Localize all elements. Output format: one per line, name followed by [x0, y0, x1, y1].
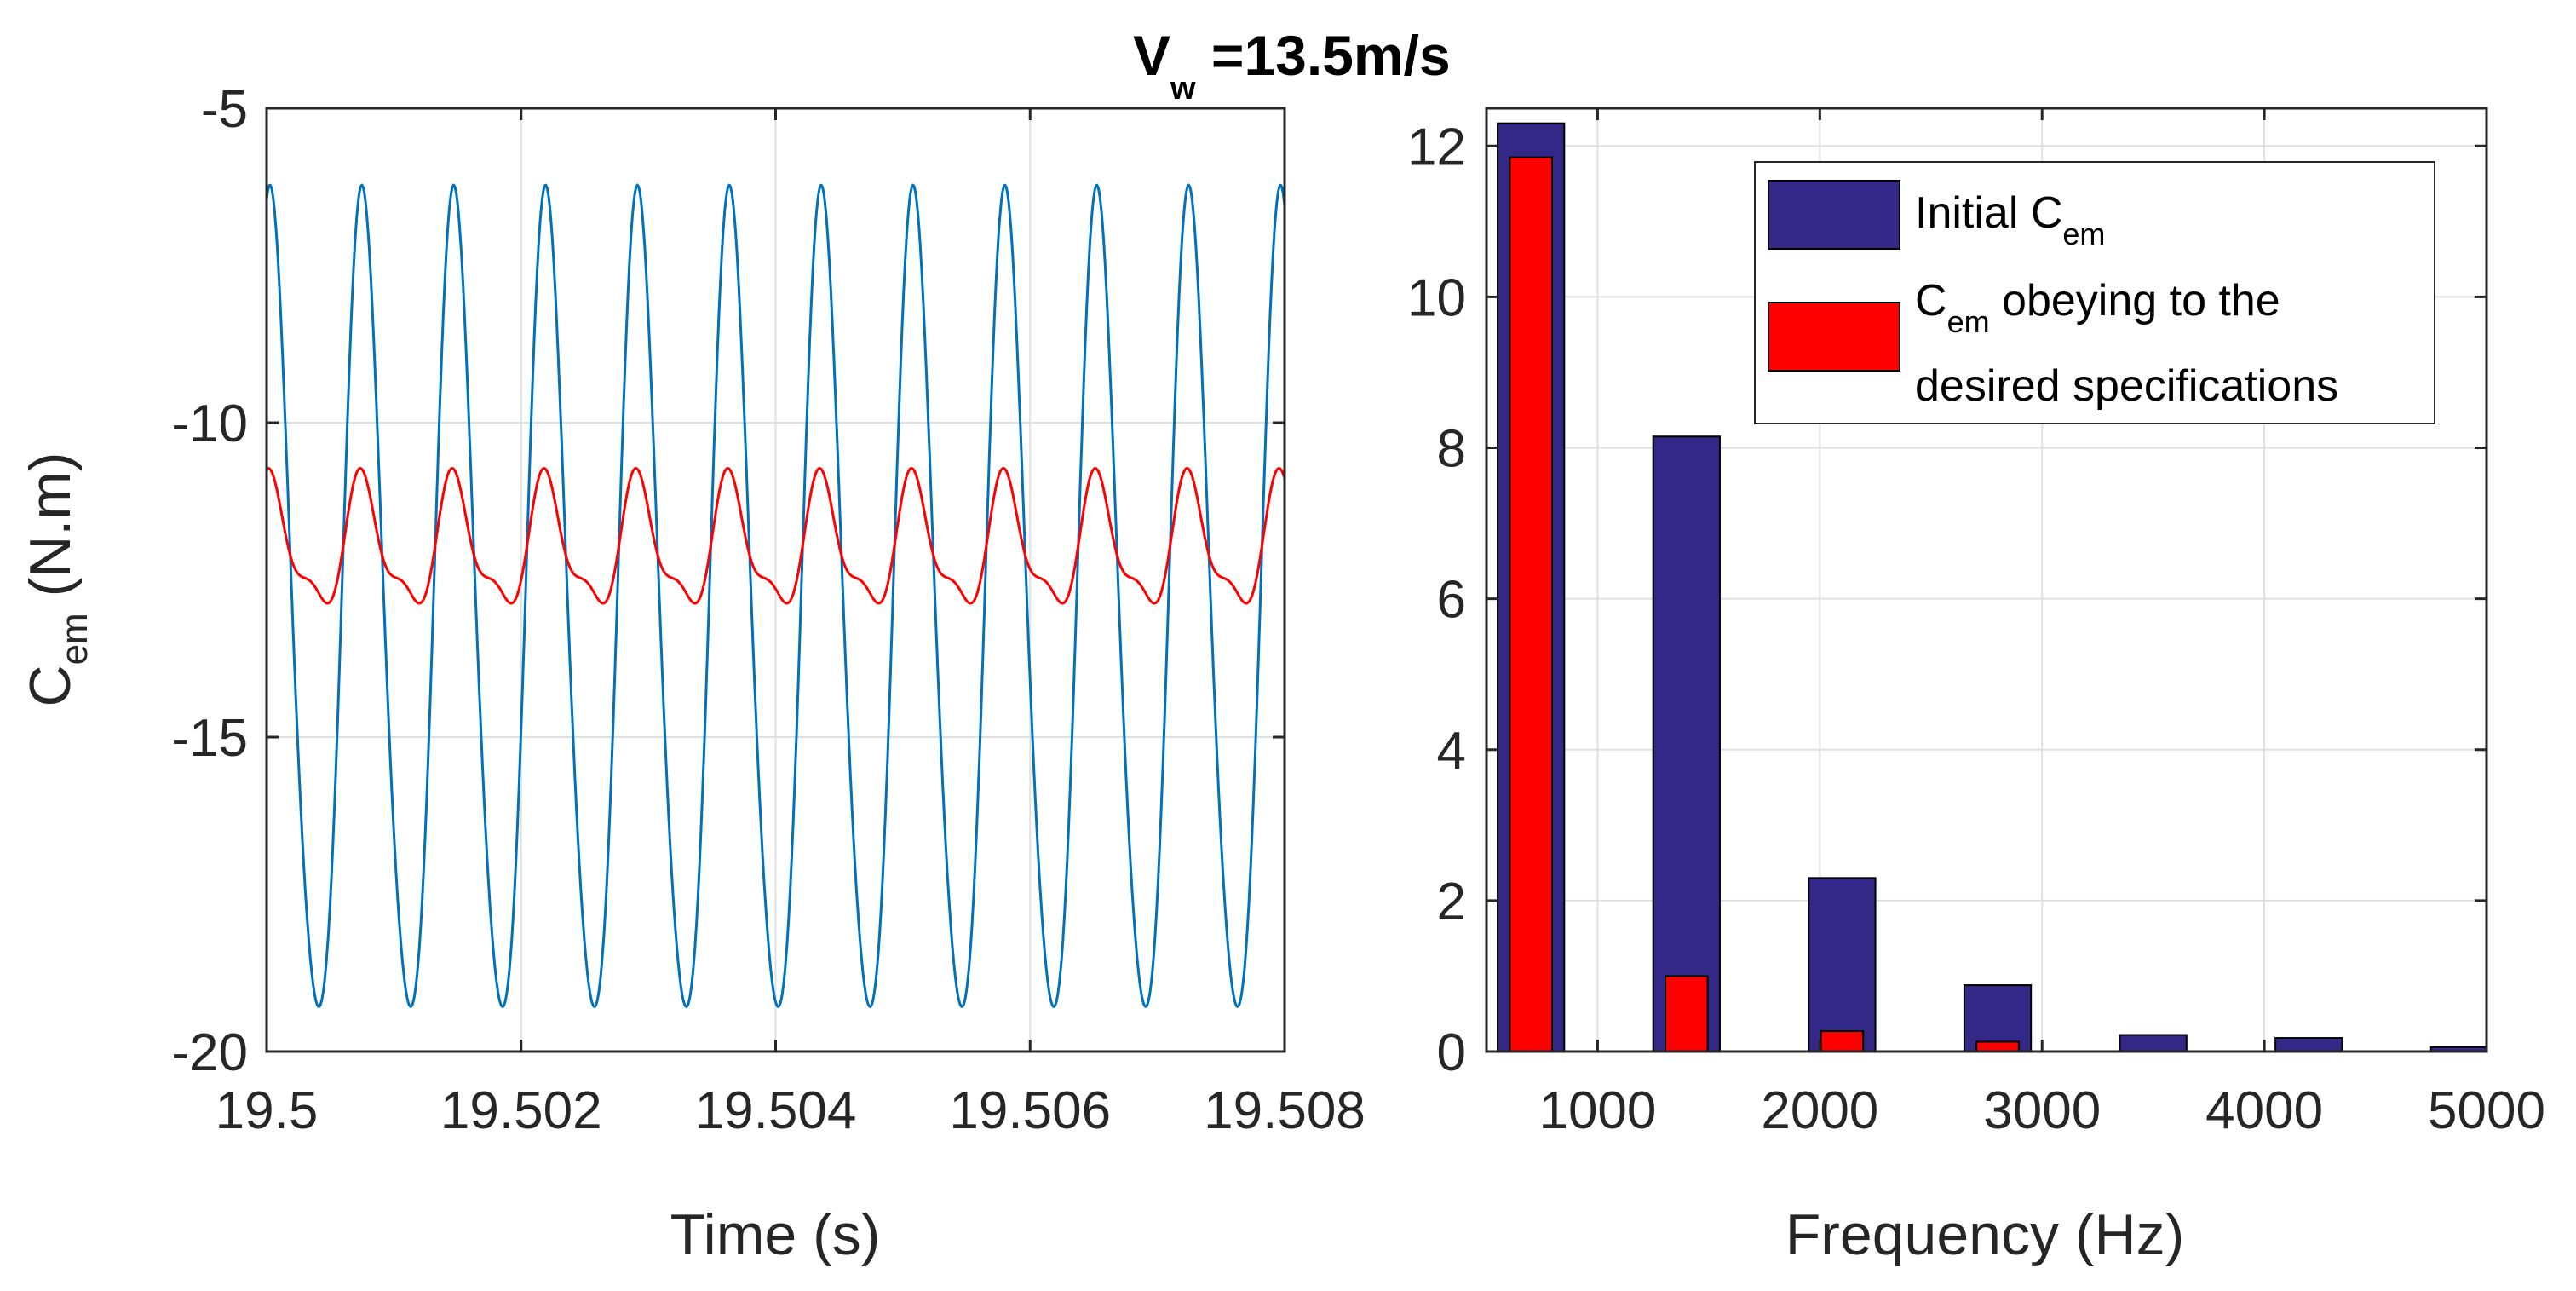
time-chart: 19.5 19.502 19.504 19.506 19.508-20-15-10-5 … [18, 80, 1366, 1267]
desired-torque-line [266, 466, 1286, 605]
amp-tick-label-y: 6 [1437, 571, 1466, 630]
spectrum-chart-ticks: 1000 2000 3000 4000 5000 0 2 4 6 8 10 12 [1407, 108, 2545, 1140]
figure-title-rest: =13.5m/s [1196, 24, 1451, 87]
amp-tick-label-y: 8 [1437, 420, 1466, 479]
legend-label-desired-line1: Cem obeying to the [1915, 276, 2280, 339]
bar-initial [1963, 984, 2033, 1053]
amp-tick-label-y: 0 [1437, 1023, 1466, 1082]
freq-tick-label: 5000 [2428, 1081, 2545, 1140]
legend-initial-sub: em [2062, 216, 2105, 251]
legend-desired-sub: em [1947, 304, 1990, 339]
torque-axis-label: Cem (N.m) [18, 452, 95, 706]
time-tick-label-y: -15 [171, 709, 248, 768]
freq-tick-label: 2000 [1761, 1081, 1878, 1140]
spectrum-chart: 1000 2000 3000 4000 5000 0 2 4 6 8 10 12 Frequency … [1407, 107, 2545, 1267]
torque-axis-label-main: C [18, 665, 83, 706]
initial-torque-line [265, 183, 1286, 1008]
frequency-axis-label: Frequency (Hz) [1785, 1202, 2185, 1267]
time-tick-label: 19.506 [949, 1081, 1111, 1140]
torque-axis-label-sub: em [54, 613, 95, 665]
time-tick-label: 19.504 [695, 1081, 857, 1140]
figure-title: Vw =13.5m/s [1133, 24, 1451, 107]
freq-tick-label: 4000 [2205, 1081, 2323, 1140]
time-tick-label: 19.5 [216, 1081, 319, 1140]
legend-swatch-desired [1768, 302, 1900, 372]
spectrum-chart-frame [1485, 107, 2488, 1053]
amp-tick-label-y: 10 [1407, 268, 1466, 327]
legend-swatch-initial [1768, 180, 1900, 250]
bar-initial [1652, 435, 1721, 1052]
legend-initial-main: Initial C [1915, 188, 2062, 238]
bar-desired [1665, 975, 1709, 1052]
bar-desired [1820, 1030, 1865, 1052]
spectrum-legend: Initial Cem Cem obeying to the desired s… [1754, 161, 2435, 424]
freq-tick-label: 3000 [1983, 1081, 2101, 1140]
amp-tick-label-y: 4 [1437, 722, 1466, 781]
bar-desired [1509, 156, 1553, 1053]
legend-desired-main: C [1915, 276, 1947, 326]
bar-initial [1808, 877, 1877, 1053]
time-tick-label: 19.502 [440, 1081, 602, 1140]
time-chart-lines [265, 183, 1286, 1008]
bar-initial [2274, 1037, 2343, 1053]
time-tick-label-y: -5 [201, 80, 248, 139]
figure-title-main: V [1133, 24, 1170, 87]
bar-initial [2119, 1034, 2188, 1053]
time-chart-ticks: 19.5 19.502 19.504 19.506 19.508 -20 -15 -10 -5 [171, 80, 1365, 1140]
torque-axis-label-rest: (N.m) [18, 452, 83, 613]
legend-label-initial: Initial Cem [1915, 188, 2105, 251]
freq-tick-label: 1000 [1538, 1081, 1656, 1140]
amp-tick-label-y: 12 [1407, 118, 1466, 176]
time-axis-label: Time (s) [670, 1202, 881, 1267]
legend-label-desired-line2: desired specifications [1915, 361, 2338, 411]
figure-title-sub: w [1170, 71, 1196, 107]
spectrum-chart-bars [1497, 122, 2488, 1053]
legend-desired-rest: obeying to the [1990, 276, 2280, 326]
time-tick-label-y: -10 [171, 395, 248, 453]
time-tick-label-y: -20 [171, 1023, 248, 1082]
amp-tick-label-y: 2 [1437, 873, 1466, 931]
bar-desired [1975, 1040, 2020, 1052]
time-tick-label: 19.508 [1204, 1081, 1366, 1140]
